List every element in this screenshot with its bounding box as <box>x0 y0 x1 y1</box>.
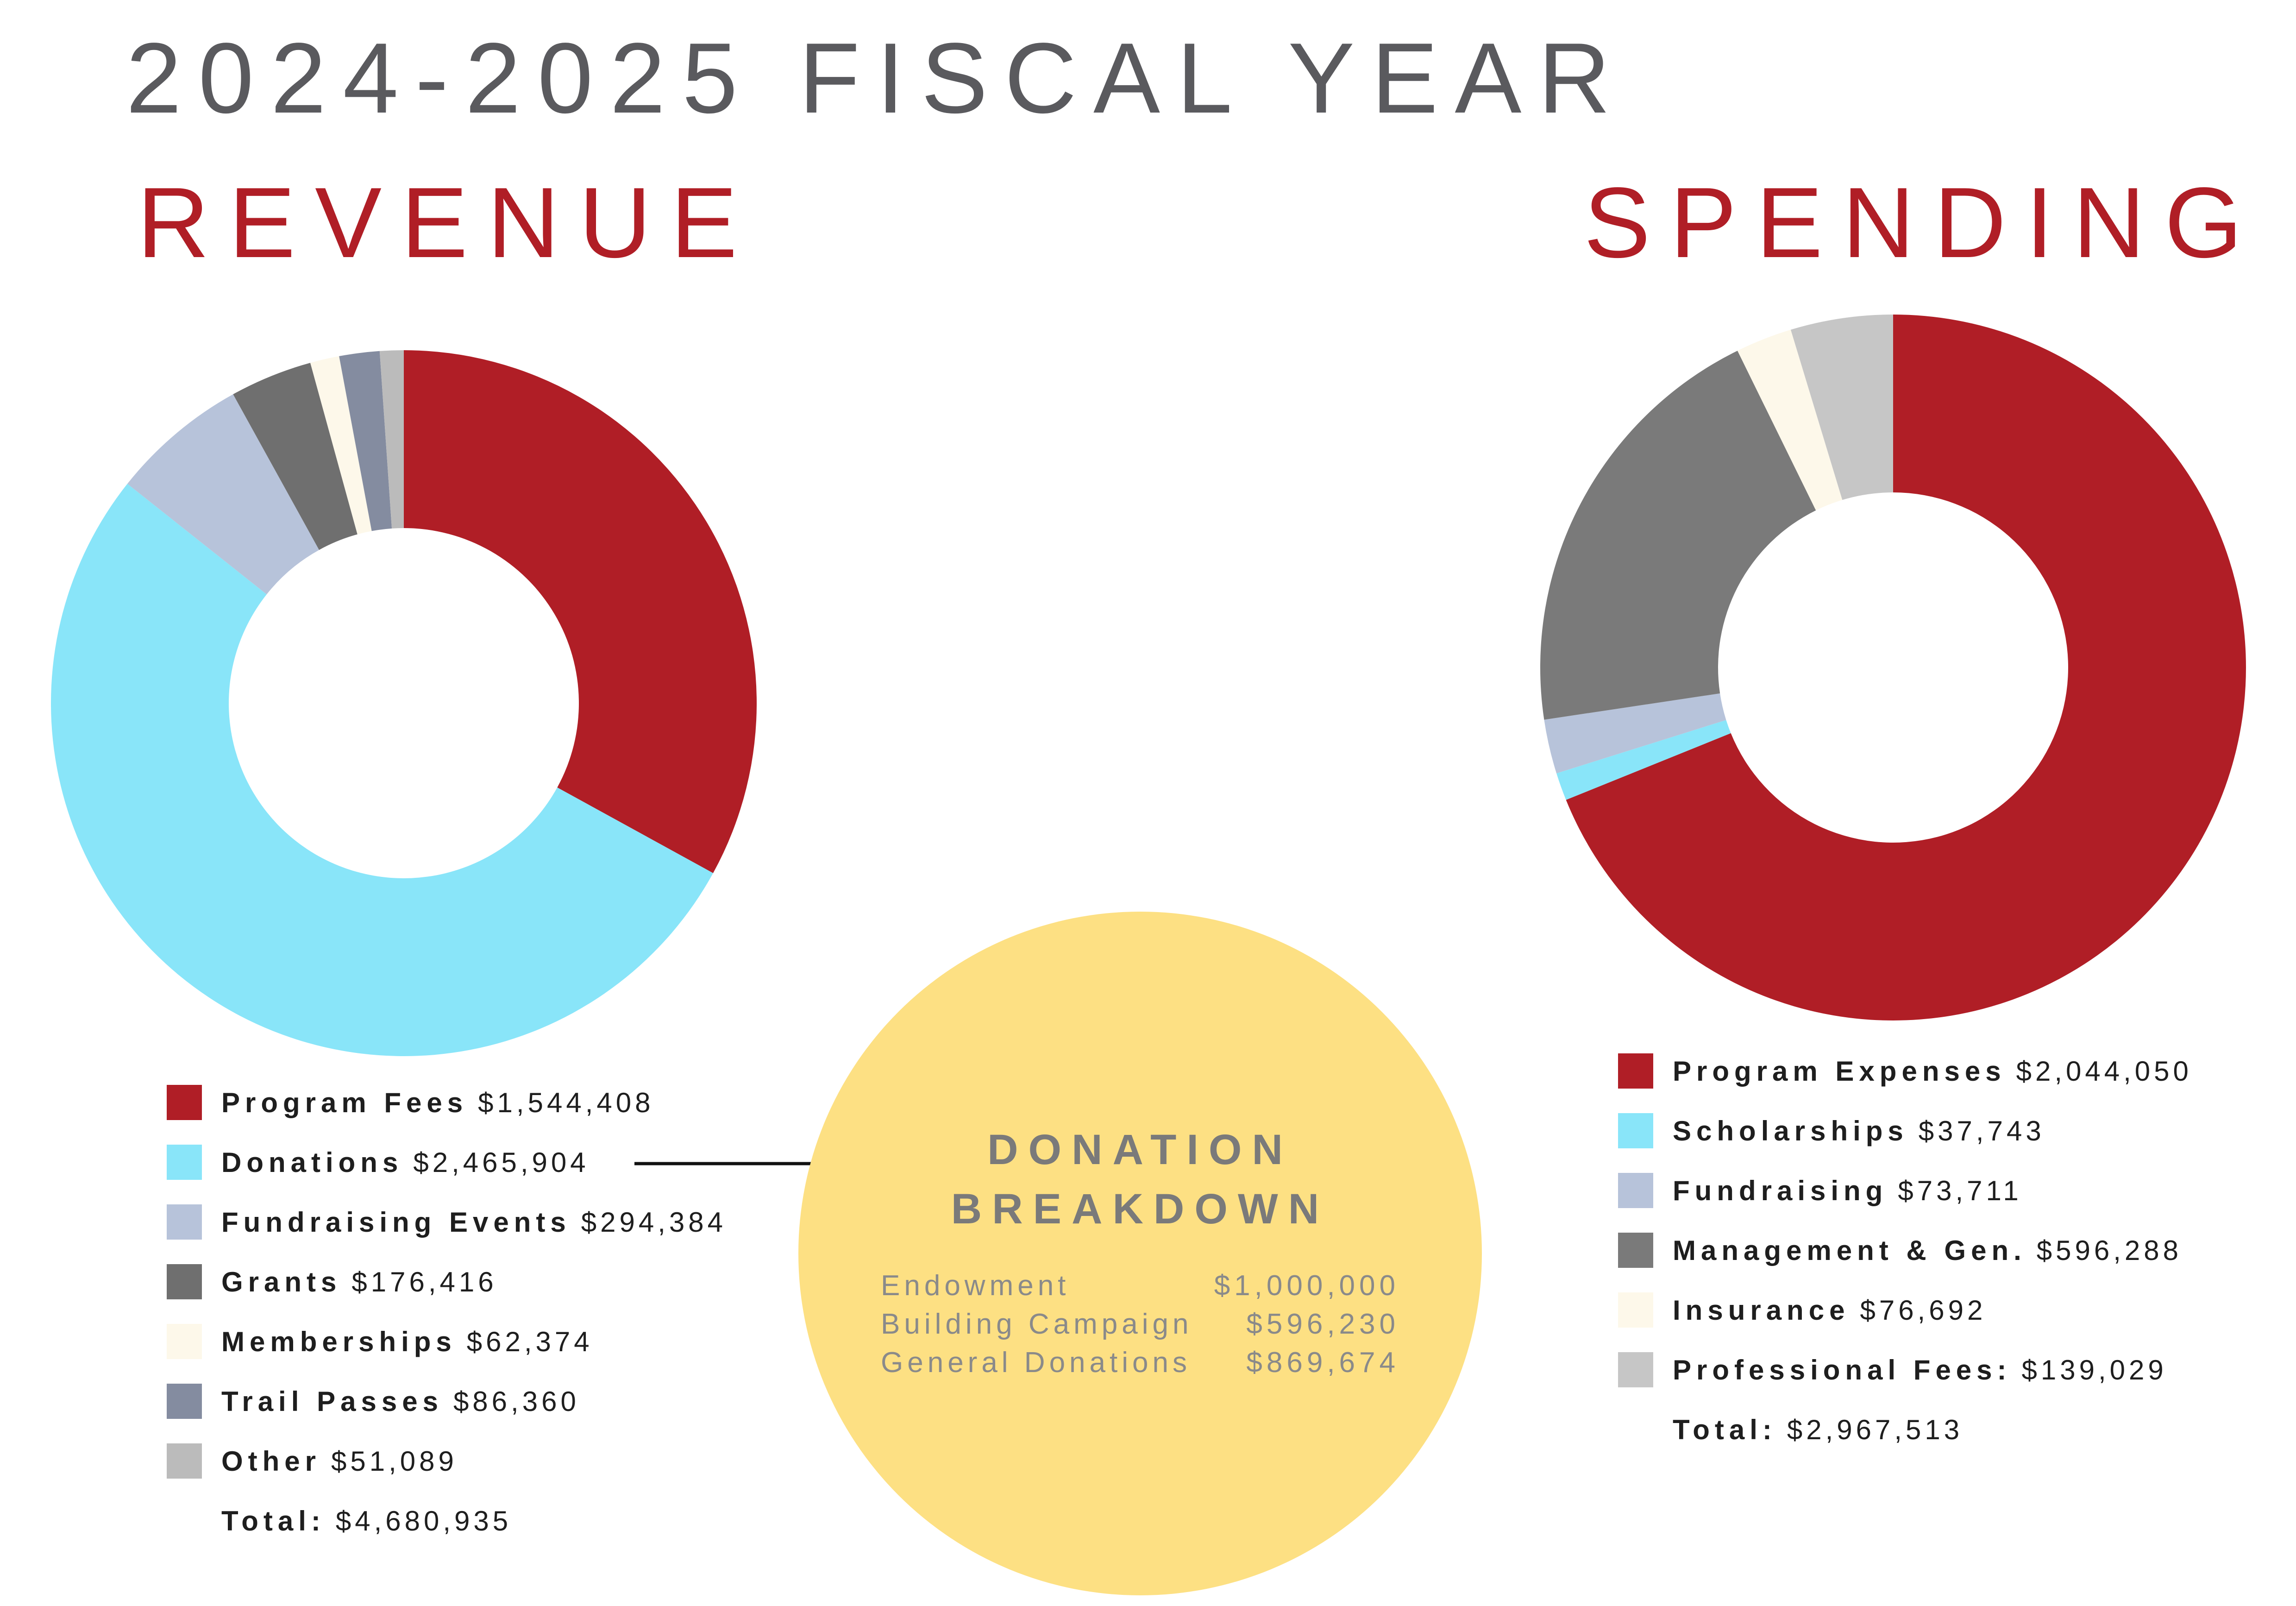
donation-breakdown-circle: DONATION BREAKDOWN Endowment $1,000,000 … <box>798 912 1482 1595</box>
legend-amount: $62,374 <box>466 1326 593 1357</box>
legend-total: Total: $4,680,935 <box>167 1502 512 1539</box>
legend-label: Trail Passes <box>221 1386 443 1417</box>
legend-label: Memberships <box>221 1326 457 1357</box>
slice-scholarships <box>1556 720 1731 800</box>
legend-item: Program Fees $1,544,408 <box>167 1084 654 1121</box>
total-amount: $4,680,935 <box>335 1505 512 1537</box>
legend-amount: $294,384 <box>581 1206 727 1238</box>
legend-label: Fundraising <box>1673 1175 1888 1206</box>
legend-swatch-other <box>167 1443 202 1479</box>
donation-label: Endowment <box>881 1270 1070 1302</box>
donation-amount: $869,674 <box>1246 1347 1399 1379</box>
legend-label: Grants <box>221 1266 342 1297</box>
legend-amount: $73,711 <box>1898 1175 2022 1206</box>
slice-insurance <box>1737 329 1843 510</box>
legend-item: Fundraising Events $294,384 <box>167 1203 727 1241</box>
donation-row: Building Campaign $596,230 <box>881 1308 1399 1345</box>
legend-label: Management & Gen. <box>1673 1234 2026 1266</box>
revenue-donut-chart <box>50 350 757 1057</box>
legend-amount: $76,692 <box>1860 1294 1987 1326</box>
slice-management-gen <box>1540 351 1816 720</box>
legend-label: Program Expenses <box>1673 1055 2006 1087</box>
legend-amount: $37,743 <box>1918 1115 2045 1146</box>
legend-item: Grants $176,416 <box>167 1263 497 1300</box>
legend-swatch-memberships <box>167 1324 202 1359</box>
legend-item: Donations $2,465,904 <box>167 1144 590 1181</box>
legend-amount: $176,416 <box>351 1266 497 1297</box>
slice-professional-fees <box>1790 315 1893 500</box>
total-label: Total: <box>221 1505 326 1537</box>
legend-label: Fundraising Events <box>221 1206 571 1238</box>
donation-label: General Donations <box>881 1347 1191 1379</box>
donation-breakdown-title-line2: BREAKDOWN <box>951 1185 1330 1233</box>
slice-program-fees <box>404 350 757 873</box>
spending-donut-chart <box>1540 315 2246 1020</box>
legend-label: Insurance <box>1673 1294 1850 1326</box>
legend-swatch-professional-fees <box>1618 1352 1653 1387</box>
legend-item: Fundraising $73,711 <box>1618 1172 2022 1209</box>
slice-memberships <box>310 356 372 535</box>
legend-item: Insurance $76,692 <box>1618 1291 1986 1329</box>
slice-trail-passes <box>339 351 392 531</box>
legend-swatch-fundraising-events <box>167 1204 202 1240</box>
legend-label: Professional Fees: <box>1673 1354 2012 1386</box>
legend-swatch-management <box>1618 1233 1653 1268</box>
donation-row: Endowment $1,000,000 <box>881 1269 1399 1306</box>
slice-other <box>379 350 404 529</box>
legend-total: Total: $2,967,513 <box>1618 1411 1963 1448</box>
legend-swatch-fundraising <box>1618 1173 1653 1208</box>
donation-label: Building Campaign <box>881 1308 1193 1340</box>
legend-amount: $1,544,408 <box>478 1087 654 1118</box>
legend-item: Trail Passes $86,360 <box>167 1383 580 1420</box>
donation-row: General Donations $869,674 <box>881 1346 1399 1383</box>
legend-item: Scholarships $37,743 <box>1618 1112 2045 1149</box>
legend-swatch-program-expenses <box>1618 1053 1653 1089</box>
total-amount: $2,967,513 <box>1787 1414 1964 1445</box>
donation-amount: $1,000,000 <box>1214 1270 1399 1302</box>
legend-item: Memberships $62,374 <box>167 1323 593 1360</box>
slice-donations <box>50 484 713 1057</box>
legend-label: Program Fees <box>221 1087 468 1118</box>
legend-item: Other $51,089 <box>167 1442 458 1480</box>
legend-swatch-insurance <box>1618 1292 1653 1328</box>
legend-amount: $86,360 <box>453 1386 580 1417</box>
legend-swatch-trail-passes <box>167 1384 202 1419</box>
legend-item: Management & Gen. $596,288 <box>1618 1232 2182 1269</box>
legend-amount: $2,044,050 <box>2016 1055 2192 1087</box>
legend-swatch-scholarships <box>1618 1113 1653 1148</box>
slice-fundraising-events <box>127 394 320 595</box>
legend-swatch-donations <box>167 1145 202 1180</box>
donation-breakdown-title-line1: DONATION <box>987 1126 1293 1173</box>
legend-label: Other <box>221 1445 321 1477</box>
legend-swatch-program-fees <box>167 1085 202 1120</box>
spending-title: SPENDING <box>1584 166 2262 278</box>
slice-fundraising <box>1544 693 1726 774</box>
legend-amount: $2,465,904 <box>413 1146 590 1178</box>
legend-item: Program Expenses $2,044,050 <box>1618 1052 2192 1090</box>
legend-amount: $139,029 <box>2021 1354 2167 1386</box>
legend-swatch-grants <box>167 1264 202 1299</box>
revenue-title: REVENUE <box>137 166 757 278</box>
donation-amount: $596,230 <box>1246 1308 1399 1340</box>
slice-grants <box>233 363 358 550</box>
page-title: 2024-2025 FISCAL YEAR <box>126 22 1627 134</box>
legend-label: Scholarships <box>1673 1115 1908 1146</box>
slice-program-expenses <box>1566 315 2246 1020</box>
total-label: Total: <box>1673 1414 1777 1445</box>
legend-amount: $51,089 <box>331 1445 458 1477</box>
legend-label: Donations <box>221 1146 403 1178</box>
legend-amount: $596,288 <box>2036 1234 2183 1266</box>
legend-item: Professional Fees: $139,029 <box>1618 1351 2167 1388</box>
